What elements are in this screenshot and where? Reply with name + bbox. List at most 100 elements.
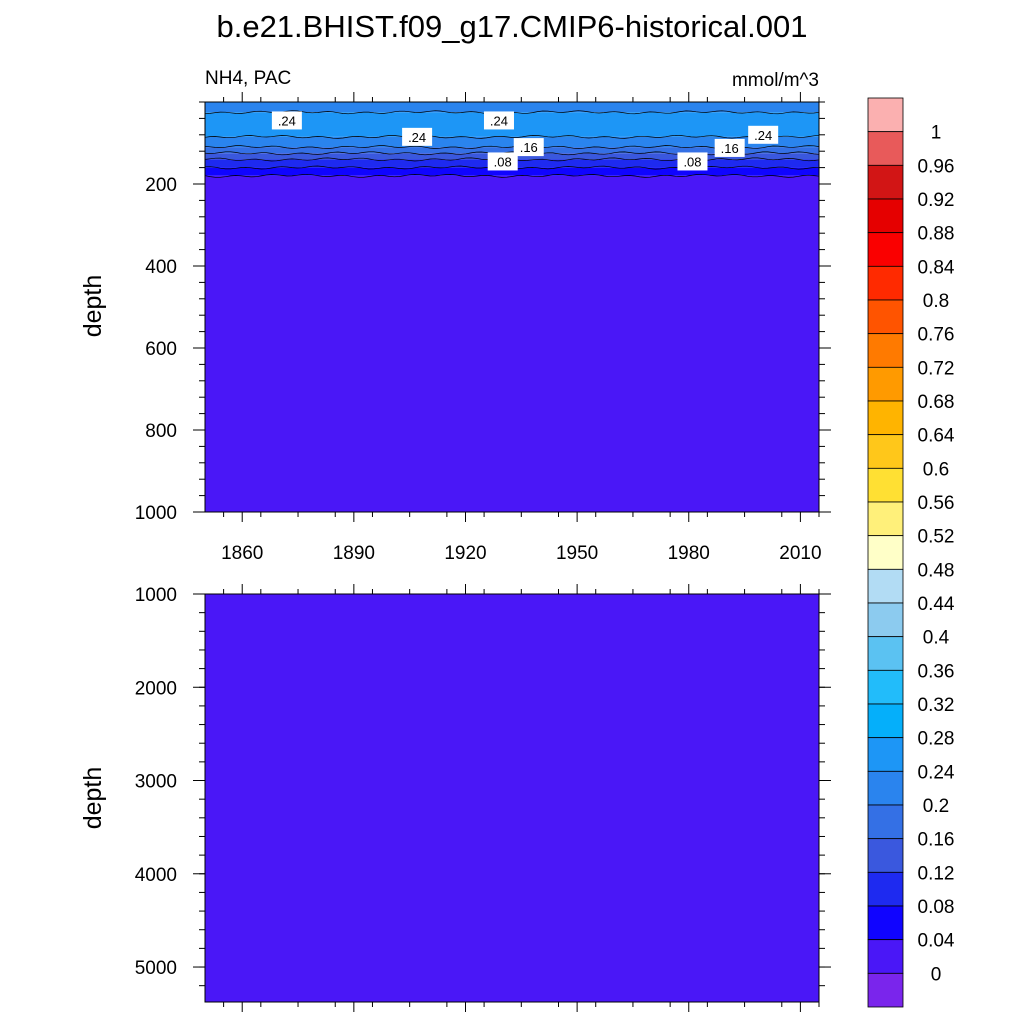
y-tick-label: 800 — [145, 421, 177, 442]
colorbar-label: 0.76 — [918, 325, 955, 346]
contour-band — [205, 594, 819, 1002]
colorbar-label: 0.44 — [918, 594, 955, 615]
panel-units: mmol/m^3 — [732, 70, 819, 91]
x-tick-label: 1980 — [668, 543, 710, 564]
x-tick-label: 1890 — [333, 543, 375, 564]
y-tick-label: 3000 — [135, 772, 177, 793]
contour-label: .24 — [408, 130, 426, 145]
panel-left-string: NH4, PAC — [205, 68, 291, 89]
colorbar-label: 0.32 — [918, 695, 955, 716]
colorbar-label: 0.8 — [923, 291, 949, 312]
colorbar-label: 0.92 — [918, 190, 955, 211]
contour-label: .24 — [754, 128, 772, 143]
colorbar-label: 0.6 — [923, 459, 949, 480]
colorbar-box — [867, 838, 904, 873]
x-tick-label: 2010 — [779, 543, 821, 564]
colorbar-label: 0.36 — [918, 661, 955, 682]
colorbar-box — [867, 198, 904, 234]
upper-panel-contours — [204, 102, 820, 513]
contour-label: .16 — [721, 141, 739, 156]
colorbar-box — [867, 703, 904, 739]
colorbar-label: 0 — [931, 964, 942, 985]
lower-plot-frame — [204, 593, 820, 1003]
colorbar-box — [867, 871, 904, 907]
contour-label-box — [677, 152, 708, 171]
chart-title: b.e21.BHIST.f09_g17.CMIP6-historical.001 — [216, 9, 807, 44]
contour-line — [204, 134, 820, 139]
colorbar-box — [867, 467, 904, 503]
lower-y-axis-label: depth — [79, 767, 107, 830]
contour-label-box — [271, 111, 302, 130]
colorbar-box — [867, 501, 904, 537]
y-tick-label: 1000 — [135, 503, 177, 524]
colorbar-label: 0.2 — [923, 796, 949, 817]
lower-panel-contours — [205, 594, 819, 1002]
colorbar-box — [867, 804, 904, 840]
colorbar-box — [867, 770, 904, 806]
colorbar-box — [867, 972, 904, 1008]
contour-band — [205, 102, 819, 113]
upper-y-axis-label: depth — [79, 275, 107, 338]
colorbar-box — [867, 669, 904, 705]
colorbar-label: 0.72 — [918, 358, 955, 379]
x-tick-label: 1950 — [556, 543, 598, 564]
colorbar-label: 0.4 — [923, 628, 950, 649]
y-tick-label: 400 — [145, 257, 177, 278]
contour-band — [205, 136, 819, 148]
contour-band — [205, 167, 819, 176]
colorbar-box — [867, 602, 904, 638]
contour-label: .16 — [520, 140, 538, 155]
colorbar-box — [867, 232, 904, 267]
colorbar-box — [867, 299, 904, 335]
colorbar-label: 0.08 — [918, 897, 955, 918]
colorbar-box — [867, 400, 904, 436]
colorbar-box — [867, 97, 904, 133]
contour-label-box — [483, 111, 514, 130]
colorbar-label: 0.56 — [918, 493, 955, 514]
colorbar-box — [867, 366, 904, 402]
colorbar-box — [867, 568, 904, 604]
colorbar-box — [867, 434, 904, 469]
axes: 200 400 600 800 1000 1860 1890 1920 1950 1980 2010… — [135, 92, 831, 1012]
contour-band — [205, 175, 819, 513]
colorbar-label: 0.88 — [918, 224, 955, 245]
colorbar-label: 0.16 — [918, 830, 955, 851]
contour-band — [205, 147, 819, 154]
colorbar-box — [867, 131, 904, 166]
colorbar-label: 0.52 — [918, 527, 955, 548]
colorbar: 1 0.96 0.92 0.88 0.84 0.8 0.76 0.72 0.68 0.64 0.6 0… — [867, 97, 955, 1008]
x-tick-label: 1920 — [444, 543, 486, 564]
contour-label-box — [714, 138, 745, 157]
colorbar-label: 0.68 — [918, 392, 955, 413]
colorbar-label: 0.64 — [918, 426, 955, 447]
colorbar-box — [867, 737, 904, 772]
colorbar-label: 0.96 — [918, 156, 955, 177]
colorbar-label: 1 — [931, 123, 942, 144]
contour-label-box — [487, 152, 518, 171]
contour-label-box — [513, 138, 544, 157]
y-tick-label: 2000 — [135, 678, 177, 699]
contour-label-box — [402, 127, 433, 146]
colorbar-label: 0.04 — [918, 931, 955, 952]
upper-plot-frame — [204, 101, 820, 513]
contour-labels: .24 .24 .24 .24 .16 .16 .08 .08 — [271, 111, 779, 171]
colorbar-box — [867, 333, 904, 368]
y-tick-label: 600 — [145, 339, 177, 360]
colorbar-label: 0.24 — [918, 762, 955, 783]
colorbar-box — [867, 164, 904, 200]
contour-label: .24 — [278, 113, 296, 128]
colorbar-box — [867, 939, 904, 974]
colorbar-box — [867, 905, 904, 941]
y-tick-label: 1000 — [135, 585, 177, 606]
y-tick-label: 4000 — [135, 865, 177, 886]
contour-line — [204, 173, 820, 178]
colorbar-label: 0.48 — [918, 560, 955, 581]
y-tick-label: 200 — [145, 175, 177, 196]
colorbar-box — [867, 535, 904, 570]
colorbar-label: 0.12 — [918, 863, 955, 884]
contour-label-box — [748, 125, 779, 144]
colorbar-box — [867, 265, 904, 301]
contour-label: .24 — [490, 113, 508, 128]
contour-label: .08 — [494, 154, 512, 169]
